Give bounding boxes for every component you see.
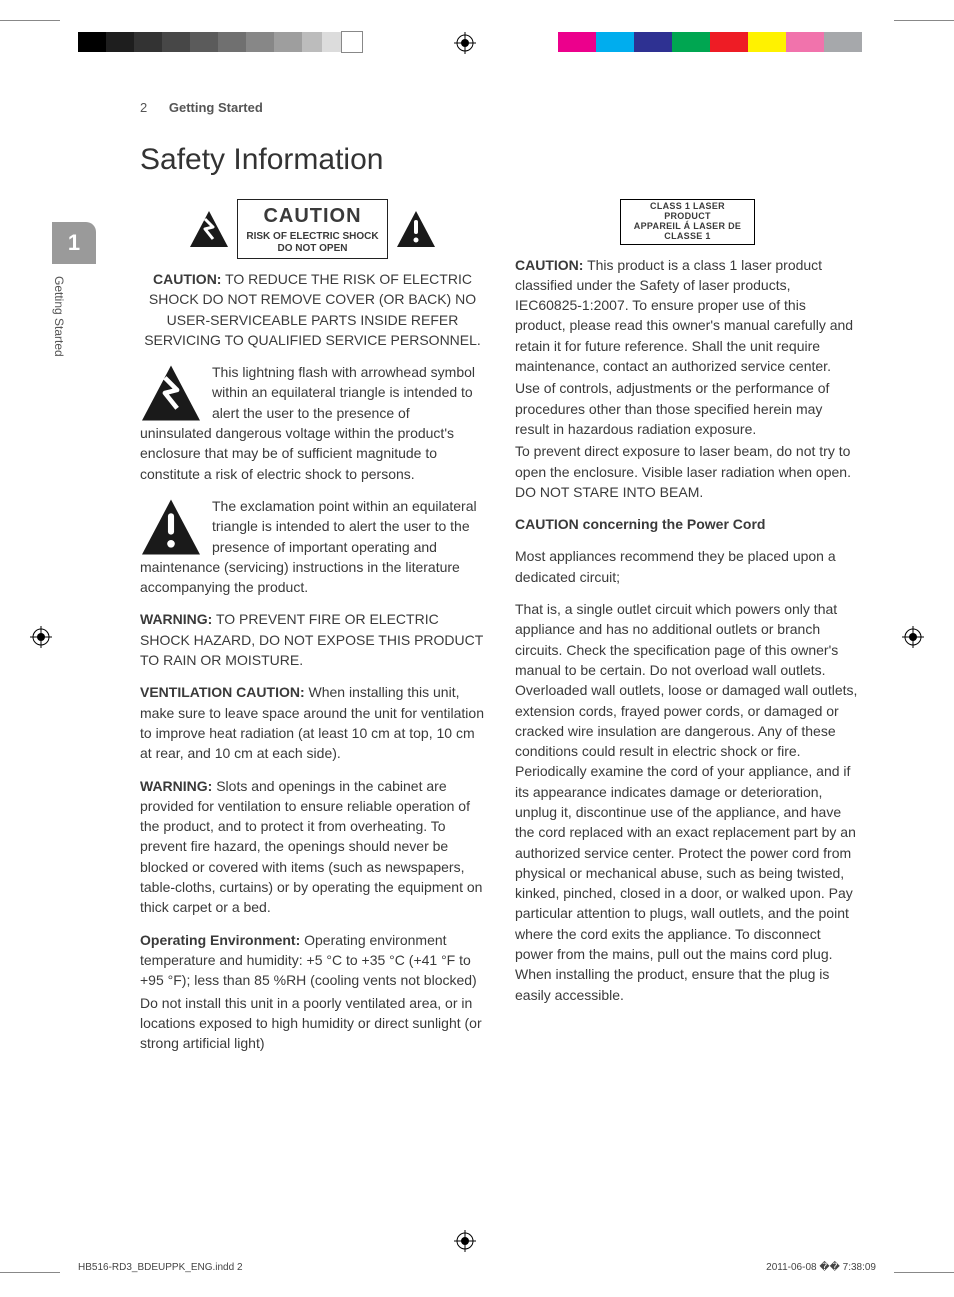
caution-paragraph: CAUTION: TO REDUCE THE RISK OF ELECTRIC …	[140, 269, 485, 350]
swatch	[322, 32, 342, 52]
swatch	[596, 32, 634, 52]
caution-title: CAUTION	[246, 202, 378, 231]
crop-rule	[0, 20, 60, 21]
laser-caution-b: Use of controls, adjustments or the perf…	[515, 378, 860, 439]
exclaim-explain: The exclamation point within an equilate…	[140, 496, 485, 597]
registration-mark-icon	[902, 626, 924, 653]
chapter-number: 1	[52, 222, 96, 264]
swatch	[672, 32, 710, 52]
section-name: Getting Started	[169, 100, 263, 115]
swatch	[302, 32, 322, 52]
registration-mark-icon	[30, 626, 52, 653]
swatch	[342, 32, 362, 52]
caution-line1: RISK OF ELECTRIC SHOCK	[246, 231, 378, 243]
laser-caution: CAUTION: This product is a class 1 laser…	[515, 255, 860, 377]
exclaim-triangle-icon	[140, 498, 202, 556]
swatch	[134, 32, 162, 52]
running-header: 2 Getting Started	[140, 100, 860, 115]
swatch	[274, 32, 302, 52]
crop-rule	[894, 1272, 954, 1273]
swatch	[558, 32, 596, 52]
warning-slots: WARNING: Slots and openings in the cabin…	[140, 776, 485, 918]
laser-caution-c: To prevent direct exposure to laser beam…	[515, 441, 860, 502]
shock-triangle-icon	[189, 210, 229, 248]
swatch	[162, 32, 190, 52]
swatch	[634, 32, 672, 52]
caution-header-block: CAUTION RISK OF ELECTRIC SHOCK DO NOT OP…	[140, 199, 485, 259]
warning-moisture: WARNING: TO PREVENT FIRE OR ELECTRIC SHO…	[140, 609, 485, 670]
power-cord-a: Most appliances recommend they be placed…	[515, 546, 860, 587]
swatch	[218, 32, 246, 52]
operating-environment-b: Do not install this unit in a poorly ven…	[140, 993, 485, 1054]
page-number: 2	[140, 100, 147, 115]
power-cord-b: That is, a single outlet circuit which p…	[515, 599, 860, 1005]
crop-rule	[894, 20, 954, 21]
swatch	[748, 32, 786, 52]
swatch	[190, 32, 218, 52]
footer-timestamp: 2011-06-08 �� 7:38:09	[766, 1262, 876, 1273]
page-title: Safety Information	[140, 143, 860, 177]
swatch	[246, 32, 274, 52]
swatch	[824, 32, 862, 52]
lightning-explain: This lightning flash with arrowhead symb…	[140, 362, 485, 484]
swatch	[106, 32, 134, 52]
right-column: CLASS 1 LASER PRODUCT APPAREIL Á LASER D…	[515, 199, 860, 1065]
exclaim-triangle-icon	[396, 210, 436, 248]
ventilation-caution: VENTILATION CAUTION: When installing thi…	[140, 682, 485, 763]
left-column: CAUTION RISK OF ELECTRIC SHOCK DO NOT OP…	[140, 199, 485, 1065]
registration-mark-icon	[454, 32, 476, 54]
swatch	[710, 32, 748, 52]
grayscale-swatch-bar	[78, 32, 362, 52]
chapter-side-tab: 1 Getting Started	[52, 222, 96, 402]
page-content: 2 Getting Started Safety Information CAU…	[140, 100, 860, 1065]
swatch	[78, 32, 106, 52]
laser-class-label: CLASS 1 LASER PRODUCT APPAREIL Á LASER D…	[620, 199, 755, 245]
swatch	[786, 32, 824, 52]
footer-file: HB516-RD3_BDEUPPK_ENG.indd 2	[78, 1262, 243, 1273]
crop-rule	[0, 1272, 60, 1273]
print-footer: HB516-RD3_BDEUPPK_ENG.indd 2 2011-06-08 …	[78, 1262, 876, 1273]
shock-triangle-icon	[140, 364, 202, 422]
color-swatch-bar	[558, 32, 862, 52]
caution-line2: DO NOT OPEN	[246, 243, 378, 255]
chapter-label: Getting Started	[52, 276, 66, 357]
operating-environment: Operating Environment: Operating environ…	[140, 930, 485, 991]
power-cord-heading: CAUTION concerning the Power Cord	[515, 514, 860, 534]
registration-mark-icon	[454, 1230, 476, 1257]
caution-box: CAUTION RISK OF ELECTRIC SHOCK DO NOT OP…	[237, 199, 387, 259]
